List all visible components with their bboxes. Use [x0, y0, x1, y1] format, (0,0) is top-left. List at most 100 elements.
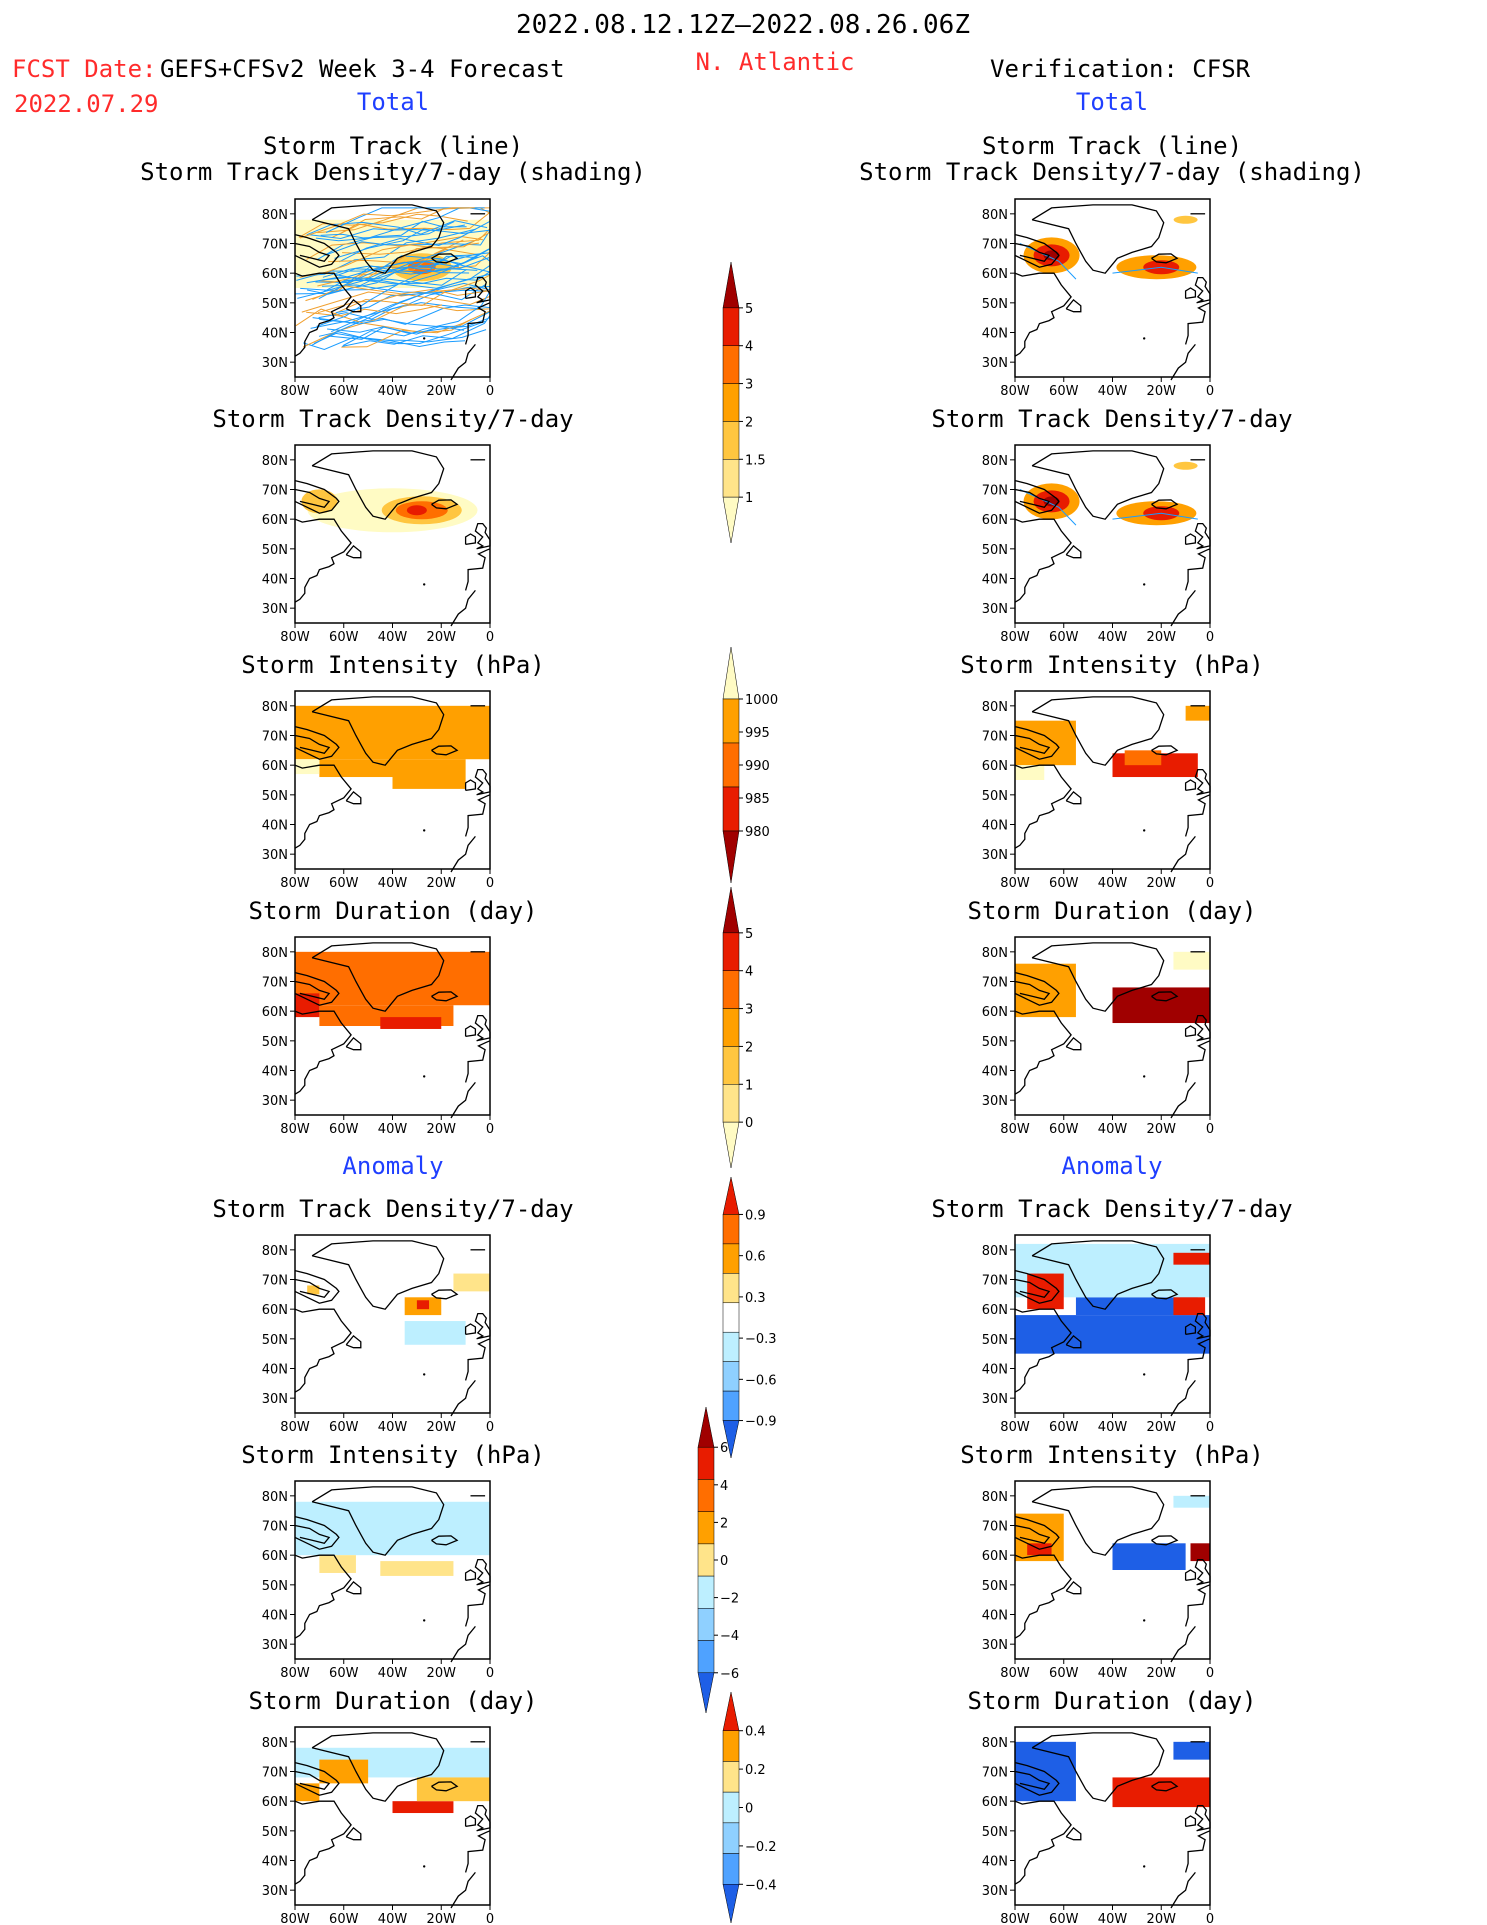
lat-label: 40N [262, 1065, 288, 1080]
map-right-intensity-anom: 80N 70N 60N 50N 40N 30N 80W 60W 40W 20W 0 [982, 1480, 1214, 1679]
lat-label: 40N [982, 573, 1008, 588]
left-track-title-2: Storm Track Density/7-day (shading) [140, 158, 646, 186]
lat-label: 50N [982, 1333, 1008, 1348]
lon-label: 0 [1206, 1912, 1214, 1925]
colorbar-cap [722, 830, 740, 884]
lat-label: 40N [982, 1609, 1008, 1624]
azores-marker [1142, 337, 1146, 340]
canadian-arctic-coastline [1014, 1761, 1060, 1796]
lon-label: 0 [1206, 1420, 1214, 1433]
colorbar-cap [722, 1121, 740, 1169]
greenland-coastline [1031, 204, 1165, 274]
colorbar-segment [722, 970, 740, 1009]
colorbar-label: 1 [745, 1078, 753, 1093]
britain-coastline [474, 1312, 491, 1340]
canadian-arctic-coastline [1014, 1515, 1060, 1550]
lon-label: 60W [1049, 384, 1079, 397]
lon-label: 60W [1049, 630, 1079, 643]
left-duration-title: Storm Duration (day) [248, 897, 538, 925]
storm-track-line [323, 230, 491, 257]
lat-label: 50N [262, 789, 288, 804]
greenland-coastline [1031, 1240, 1165, 1310]
newfoundland-coastline [345, 544, 362, 559]
north-america-coastline [1014, 1010, 1072, 1095]
lon-label: 60W [329, 876, 359, 889]
iceland-coastline [431, 1781, 459, 1792]
colorbar-cap [697, 1406, 715, 1448]
azores-marker [1142, 1075, 1146, 1078]
greenland-coastline [1031, 1732, 1165, 1802]
lat-label: 50N [982, 297, 1008, 312]
lat-label: 50N [982, 543, 1008, 558]
canadian-arctic-coastline [294, 1269, 340, 1304]
colorbar-segment [722, 383, 740, 422]
lat-label: 60N [262, 1795, 288, 1810]
lat-label: 60N [982, 1005, 1008, 1020]
lat-label: 80N [262, 208, 288, 223]
north-america-coastline [1014, 764, 1072, 849]
lon-label: 20W [1147, 384, 1177, 397]
canadian-arctic-coastline [294, 1761, 340, 1796]
europe-coastline [1184, 1830, 1211, 1873]
colorbar-segment [722, 1302, 740, 1333]
baffin-coastline [1014, 980, 1051, 1001]
iceland-coastline [1151, 1289, 1179, 1300]
colorbar-label: 990 [745, 759, 770, 774]
lat-label: 30N [982, 356, 1008, 371]
britain-coastline [474, 522, 491, 550]
colorbar-duration-anom: 0.4 0.2 0 −0.2 −0.4 [722, 1691, 777, 1924]
lat-label: 70N [262, 730, 288, 745]
storm-track-line [295, 304, 443, 327]
lat-label: 60N [262, 267, 288, 282]
ireland-coastline [1184, 533, 1197, 546]
baffin-coastline [1014, 1524, 1051, 1545]
lon-label: 0 [1206, 630, 1214, 643]
colorbar-label: −6 [720, 1667, 739, 1682]
lat-label: 80N [262, 946, 288, 961]
canadian-arctic-coastline [1014, 1269, 1060, 1304]
europe-coastline [464, 1584, 491, 1627]
anomaly-cell [1173, 1741, 1210, 1760]
lat-label: 60N [982, 267, 1008, 282]
colorbar-cap [722, 496, 740, 544]
intensity-cell [1015, 765, 1045, 780]
anomaly-cell [380, 1561, 454, 1576]
lon-label: 80W [280, 1122, 310, 1135]
storm-track-line [1019, 489, 1077, 526]
africa-coastline [1170, 589, 1196, 627]
azores-marker [422, 1865, 426, 1868]
baffin-coastline [294, 1278, 331, 1299]
lon-label: 20W [427, 1420, 457, 1433]
colorbar-cap [722, 1884, 740, 1924]
left-total-label: Total [356, 88, 430, 116]
newfoundland-coastline [345, 1036, 362, 1051]
azores-marker [1142, 1373, 1146, 1376]
lon-label: 20W [1147, 1666, 1177, 1679]
colorbar-intensity-anom: 6 4 2 0 −2 −4 −6 [697, 1406, 739, 1714]
north-america-coastline [1014, 1800, 1072, 1885]
iceland-coastline [431, 1289, 459, 1300]
lat-label: 50N [982, 1579, 1008, 1594]
colorbar-label: −0.2 [745, 1840, 777, 1855]
lon-label: 80W [1000, 876, 1030, 889]
map-frame [1014, 198, 1211, 378]
africa-coastline [450, 835, 476, 873]
storm-track-line [299, 242, 479, 278]
africa-coastline [450, 1625, 476, 1663]
lon-label: 80W [1000, 1666, 1030, 1679]
intensity-cell [1185, 705, 1210, 721]
lat-label: 80N [262, 1736, 288, 1751]
right-duration-anom-title: Storm Duration (day) [967, 1687, 1257, 1715]
map-left-intensity: 80N 70N 60N 50N 40N 30N 80W 60W 40W 20W 0 [262, 690, 494, 889]
lat-label: 30N [982, 1638, 1008, 1653]
lat-label: 40N [262, 1855, 288, 1870]
colorbar-label: 4 [745, 965, 753, 980]
north-america-coastline [1014, 518, 1072, 603]
lon-label: 40W [1098, 630, 1128, 643]
ireland-coastline [464, 779, 477, 792]
date-range-title: 2022.08.12.12Z–2022.08.26.06Z [516, 10, 970, 40]
lat-label: 60N [982, 513, 1008, 528]
africa-coastline [1170, 1625, 1196, 1663]
storm-track-line [341, 315, 491, 347]
lon-label: 80W [1000, 384, 1030, 397]
